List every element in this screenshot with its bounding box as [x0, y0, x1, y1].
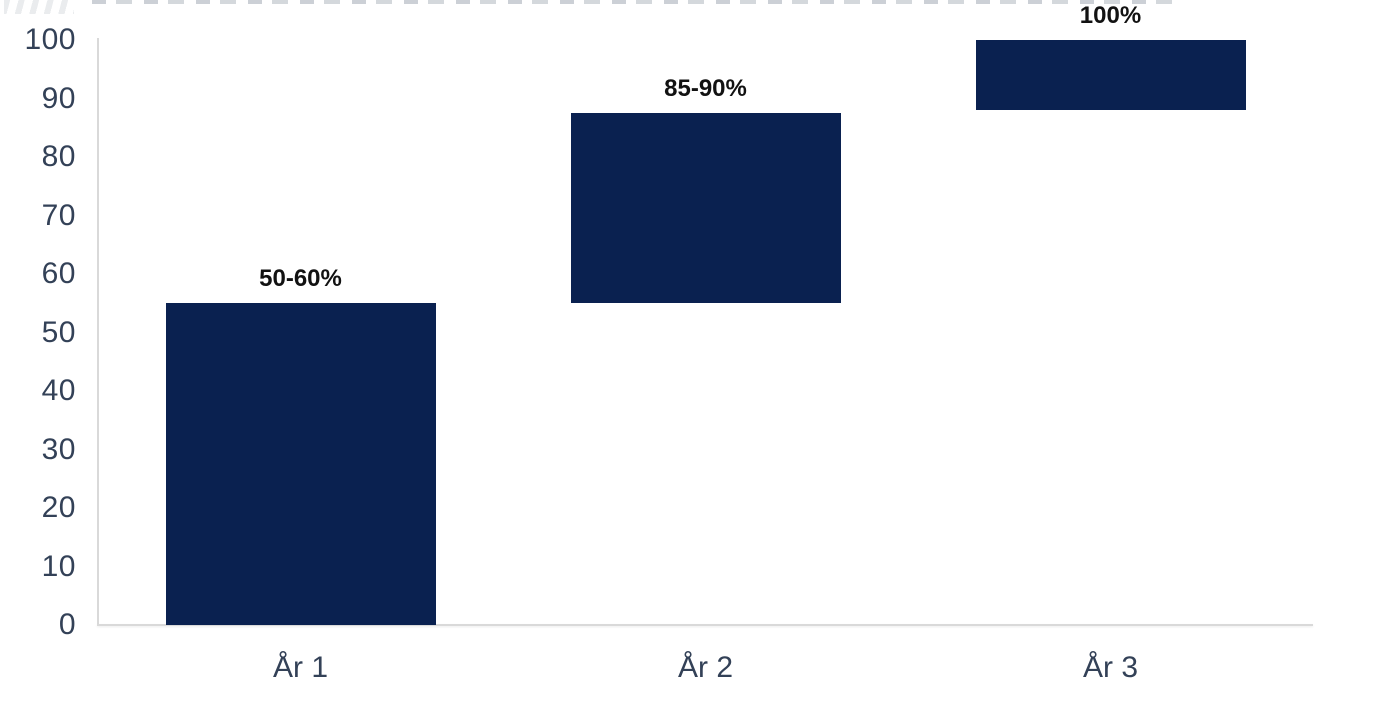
- y-tick-label: 20: [41, 491, 76, 524]
- y-tick-label: 70: [41, 198, 76, 232]
- x-category-label: År 3: [1082, 651, 1139, 684]
- y-tick-label: 100: [24, 23, 76, 56]
- y-tick-label: 80: [41, 140, 76, 173]
- bar-value-label: 85-90%: [664, 75, 747, 103]
- x-category-label: År 2: [677, 651, 734, 684]
- y-tick-label: 0: [58, 608, 76, 641]
- x-category-label: År 1: [272, 651, 329, 684]
- bar-år-2: [570, 113, 841, 304]
- y-axis-line: [97, 38, 99, 626]
- clipped-text-remnant: [92, 0, 1184, 4]
- y-tick-label: 30: [41, 432, 76, 466]
- bar-år-1: [165, 303, 436, 625]
- bar-value-label: 100%: [1079, 2, 1142, 29]
- y-tick-label: 10: [41, 549, 76, 583]
- y-tick-label: 50: [41, 315, 76, 349]
- clipped-text-remnant-left: [4, 0, 74, 14]
- bar-år-3: [975, 40, 1246, 111]
- x-axis-line: [97, 624, 1313, 626]
- bar-value-label: 50-60%: [259, 265, 342, 293]
- y-tick-label: 60: [41, 257, 76, 290]
- y-tick-label: 40: [41, 374, 76, 407]
- y-tick-label: 90: [41, 81, 76, 115]
